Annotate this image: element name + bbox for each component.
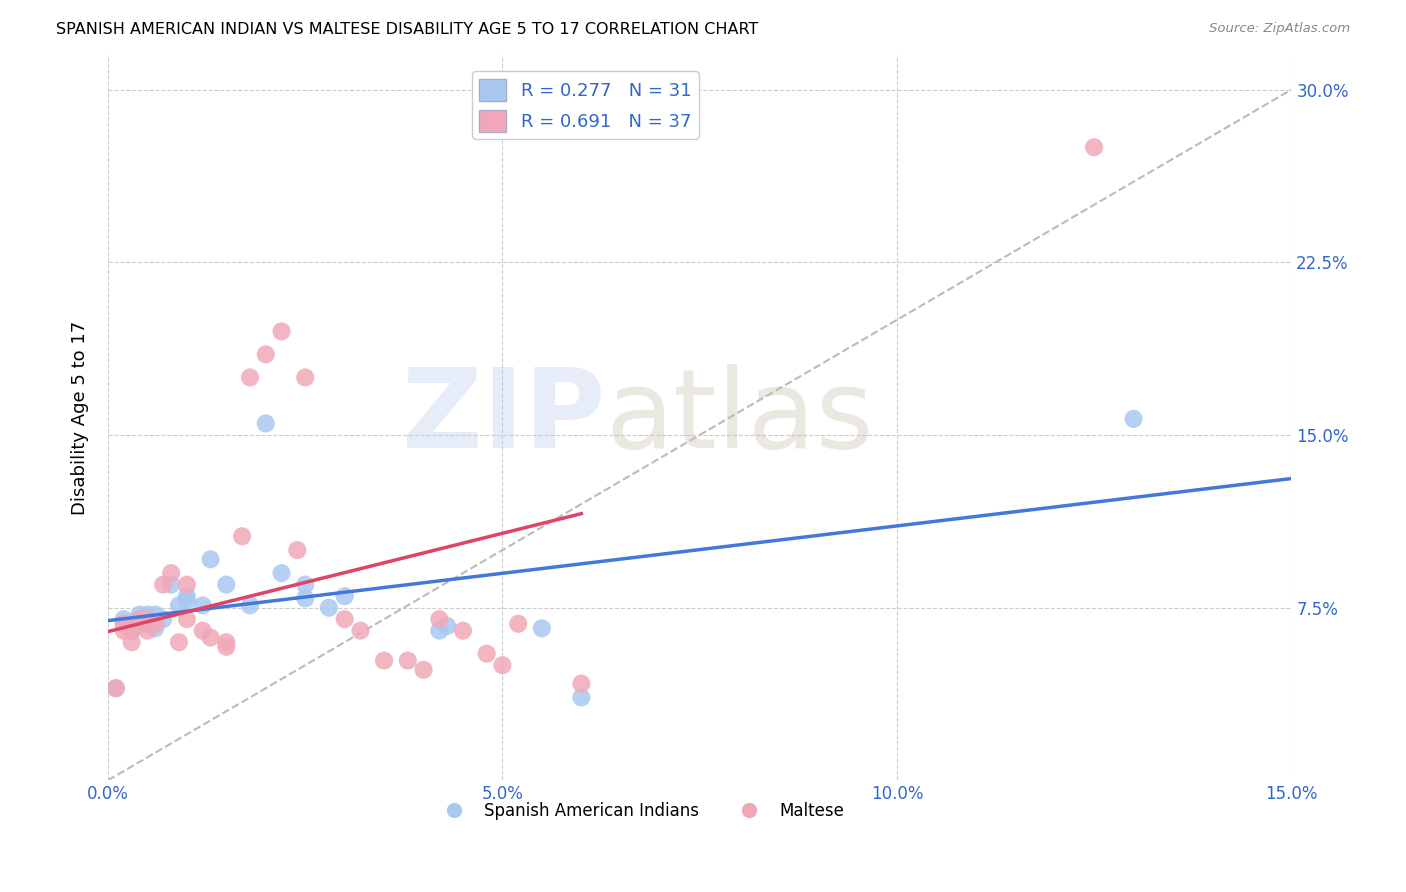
Point	[294, 591, 316, 606]
Point	[427, 624, 450, 638]
Point	[112, 612, 135, 626]
Point	[231, 529, 253, 543]
Point	[254, 347, 277, 361]
Text: Source: ZipAtlas.com: Source: ZipAtlas.com	[1209, 22, 1350, 36]
Point	[215, 635, 238, 649]
Point	[104, 681, 127, 696]
Point	[530, 621, 553, 635]
Point	[160, 566, 183, 581]
Text: SPANISH AMERICAN INDIAN VS MALTESE DISABILITY AGE 5 TO 17 CORRELATION CHART: SPANISH AMERICAN INDIAN VS MALTESE DISAB…	[56, 22, 759, 37]
Point	[318, 600, 340, 615]
Point	[396, 654, 419, 668]
Point	[121, 616, 143, 631]
Point	[427, 612, 450, 626]
Point	[373, 654, 395, 668]
Point	[136, 612, 159, 626]
Point	[1083, 140, 1105, 154]
Point	[112, 616, 135, 631]
Point	[215, 577, 238, 591]
Point	[152, 612, 174, 626]
Point	[128, 612, 150, 626]
Point	[1122, 412, 1144, 426]
Point	[136, 624, 159, 638]
Point	[121, 624, 143, 638]
Point	[294, 370, 316, 384]
Point	[491, 658, 513, 673]
Y-axis label: Disability Age 5 to 17: Disability Age 5 to 17	[72, 320, 89, 515]
Point	[128, 616, 150, 631]
Point	[451, 624, 474, 638]
Point	[136, 607, 159, 622]
Point	[191, 624, 214, 638]
Point	[136, 616, 159, 631]
Point	[121, 624, 143, 638]
Point	[270, 566, 292, 581]
Point	[200, 631, 222, 645]
Point	[569, 676, 592, 690]
Point	[191, 599, 214, 613]
Point	[239, 599, 262, 613]
Point	[569, 690, 592, 705]
Point	[285, 543, 308, 558]
Point	[112, 616, 135, 631]
Text: atlas: atlas	[605, 364, 873, 471]
Point	[176, 589, 198, 603]
Point	[128, 616, 150, 631]
Point	[128, 607, 150, 622]
Point	[143, 616, 166, 631]
Point	[160, 577, 183, 591]
Legend: Spanish American Indians, Maltese: Spanish American Indians, Maltese	[430, 795, 851, 826]
Point	[333, 589, 356, 603]
Point	[176, 593, 198, 607]
Point	[112, 624, 135, 638]
Point	[270, 325, 292, 339]
Point	[176, 612, 198, 626]
Point	[167, 635, 190, 649]
Point	[436, 619, 458, 633]
Point	[239, 370, 262, 384]
Point	[294, 577, 316, 591]
Point	[412, 663, 434, 677]
Point	[143, 621, 166, 635]
Point	[176, 577, 198, 591]
Point	[475, 647, 498, 661]
Point	[121, 635, 143, 649]
Point	[152, 577, 174, 591]
Point	[200, 552, 222, 566]
Text: ZIP: ZIP	[402, 364, 605, 471]
Point	[508, 616, 530, 631]
Point	[143, 607, 166, 622]
Point	[349, 624, 371, 638]
Point	[333, 612, 356, 626]
Point	[215, 640, 238, 654]
Point	[167, 599, 190, 613]
Point	[104, 681, 127, 696]
Point	[254, 417, 277, 431]
